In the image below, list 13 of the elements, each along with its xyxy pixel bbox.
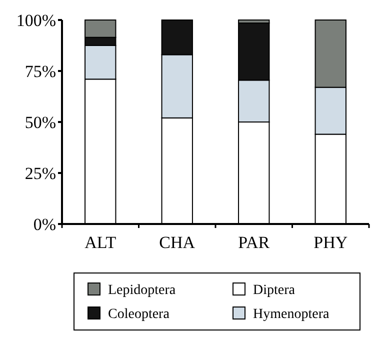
x-tick-label: ALT xyxy=(84,233,117,252)
y-tick-label: 50% xyxy=(24,112,56,132)
x-tick-label: PAR xyxy=(238,233,270,252)
legend-label: Lepidoptera xyxy=(108,283,176,298)
legend-label: Hymenoptera xyxy=(253,307,330,322)
x-tick-label: CHA xyxy=(159,233,196,252)
y-tick-label: 25% xyxy=(24,164,56,183)
y-tick-label: 100% xyxy=(16,10,56,30)
x-tick-label: PHY xyxy=(314,233,348,252)
y-tick-label: 0% xyxy=(33,214,56,234)
legend-label: Diptera xyxy=(253,283,296,298)
y-tick-label: 75% xyxy=(24,62,56,81)
legend-label: Coleoptera xyxy=(108,307,170,322)
